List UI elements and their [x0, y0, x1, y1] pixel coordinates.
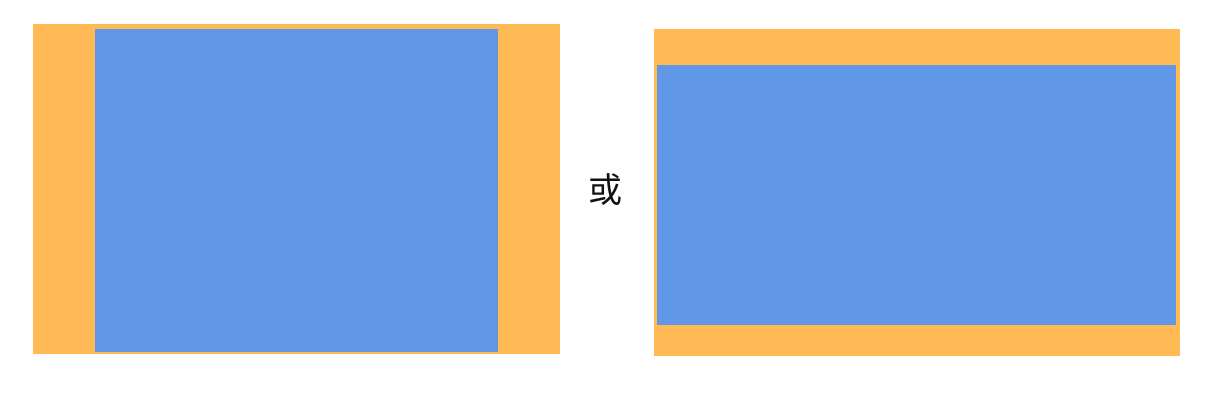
letterbox-content-area	[657, 65, 1176, 325]
letterbox-frame	[654, 29, 1180, 356]
or-separator: 或	[588, 171, 622, 211]
pillarbox-content-area	[95, 29, 498, 352]
pillarbox-frame	[33, 24, 560, 354]
